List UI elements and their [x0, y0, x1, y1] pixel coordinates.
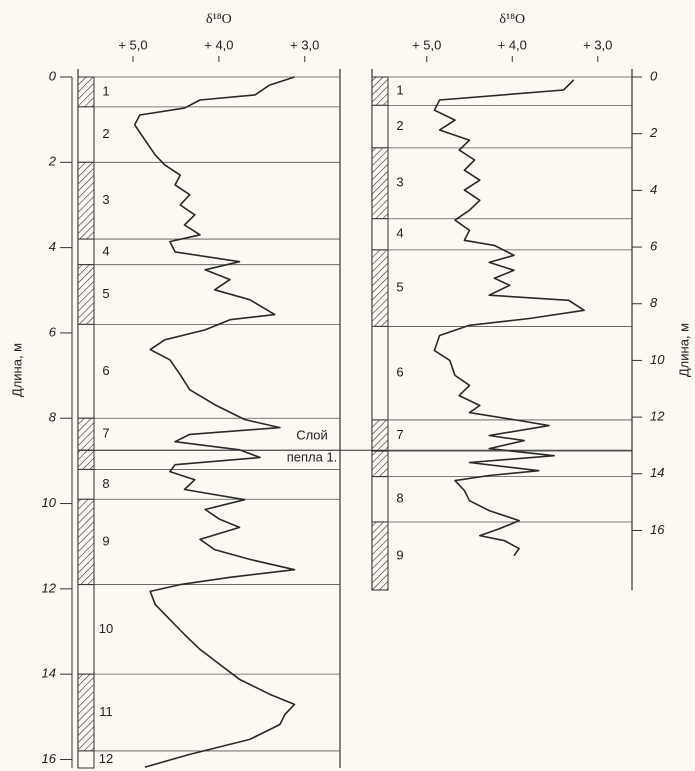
core-unit [77, 323, 95, 419]
y-tick-label: 8 [49, 410, 57, 425]
unit-label: 1 [396, 83, 403, 98]
y-tick-label: 4 [650, 182, 657, 197]
x-tick-label: + 5,0 [412, 37, 441, 52]
core-unit [77, 449, 95, 470]
y-tick-label: 10 [42, 495, 57, 510]
y-tick-label: 14 [42, 666, 56, 681]
unit-label: 2 [396, 118, 403, 133]
unit-label: 8 [396, 491, 403, 506]
unit-label: 8 [102, 476, 109, 491]
unit-label: 7 [102, 426, 109, 441]
unit-label: 11 [99, 704, 113, 719]
isotope-curve [133, 76, 296, 768]
core-unit [77, 106, 95, 163]
y-tick-label: 6 [49, 324, 57, 339]
unit-label: 7 [396, 427, 403, 442]
core-unit [371, 521, 389, 591]
x-tick-label: + 4,0 [498, 37, 527, 52]
unit-label: 9 [396, 547, 403, 562]
y-tick-label: 2 [48, 154, 57, 169]
unit-label: 12 [99, 751, 113, 766]
annotation: пепла 1. [287, 449, 338, 464]
core-unit [77, 161, 95, 240]
unit-label: 4 [396, 226, 403, 241]
core-unit [77, 498, 95, 586]
core-unit [371, 218, 389, 251]
core-unit [371, 147, 389, 220]
core-unit [371, 450, 389, 478]
x-tick-label: + 4,0 [204, 37, 233, 52]
unit-label: 5 [396, 280, 403, 295]
unit-label: 3 [102, 192, 109, 207]
core-unit [371, 76, 389, 106]
unit-label: 5 [102, 286, 109, 301]
core-unit [371, 419, 389, 452]
y-tick-label: 0 [650, 68, 658, 83]
unit-label: 9 [102, 533, 109, 548]
x-tick-label: + 5,0 [118, 37, 147, 52]
core-unit [371, 104, 389, 149]
y-tick-label: 6 [650, 238, 658, 253]
y-tick-label: 16 [42, 751, 57, 766]
unit-label: 10 [99, 621, 113, 636]
core-unit [77, 417, 95, 451]
y-axis-label: Длина, м [9, 343, 24, 397]
core-unit [77, 264, 95, 325]
x-tick-label: + 3,0 [290, 37, 319, 52]
core-unit [77, 750, 95, 769]
core-unit [77, 584, 95, 675]
isotope-curve [433, 79, 585, 557]
core-unit [371, 249, 389, 327]
unit-label: 3 [396, 175, 403, 190]
y-tick-label: 16 [650, 522, 665, 537]
x-tick-label: + 3,0 [583, 37, 612, 52]
core-unit [371, 476, 389, 523]
annotation: Слой [296, 427, 328, 442]
core-unit [77, 468, 95, 500]
core-unit [77, 673, 95, 752]
core-unit [371, 325, 389, 421]
axis-title: δ¹⁸O [499, 12, 525, 27]
y-tick-label: 4 [49, 239, 56, 254]
core-unit [77, 238, 95, 266]
axis-title: δ¹⁸O [206, 12, 232, 27]
y-tick-label: 10 [650, 352, 665, 367]
y-axis-label: Длина, м [676, 323, 691, 377]
y-tick-label: 12 [650, 409, 665, 424]
y-tick-label: 2 [649, 125, 658, 140]
y-tick-label: 12 [42, 580, 57, 595]
unit-label: 6 [396, 365, 403, 380]
unit-label: 2 [102, 126, 109, 141]
y-tick-label: 14 [650, 465, 664, 480]
y-tick-label: 0 [49, 68, 57, 83]
unit-label: 1 [102, 83, 109, 98]
core-unit [77, 76, 95, 108]
y-tick-label: 8 [650, 295, 658, 310]
unit-label: 6 [102, 363, 109, 378]
unit-label: 4 [102, 243, 109, 258]
